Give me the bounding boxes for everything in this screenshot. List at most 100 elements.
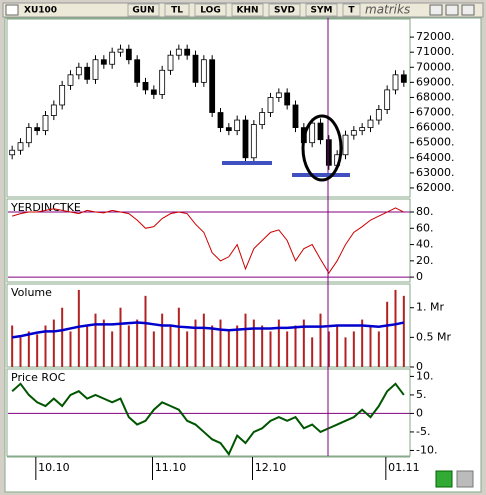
candle-body — [92, 59, 99, 80]
y-tick-label: -10. — [416, 443, 437, 456]
toolbar-button-label: TL — [171, 6, 183, 16]
candle-body — [275, 92, 282, 98]
volume-bar — [252, 319, 255, 367]
y-tick-label: 60. — [416, 221, 434, 234]
volume-bar — [177, 307, 180, 367]
y-tick-label: 80. — [416, 205, 434, 218]
volume-bar — [119, 307, 122, 367]
candle-body — [150, 89, 157, 95]
volume-bar — [27, 331, 30, 367]
candle-body — [75, 66, 82, 76]
candle-body — [367, 119, 374, 129]
volume-bar — [311, 337, 314, 367]
toolbar-button-label: LOG — [200, 6, 220, 16]
toolbar-buttons: GUN TL LOG KHN SVD SYM T — [127, 3, 361, 17]
volume-bar — [127, 325, 130, 367]
y-tick-label: 0 — [416, 406, 423, 419]
candle-body — [25, 127, 32, 144]
y-tick-label: 70000. — [416, 60, 455, 73]
toolbar-button[interactable] — [268, 3, 301, 17]
candle-body — [392, 74, 399, 91]
panel-frame — [6, 368, 411, 457]
candle-body — [375, 109, 382, 121]
candle-body — [109, 51, 116, 65]
panel-title: Volume — [11, 286, 52, 299]
volume-bar — [269, 331, 272, 367]
toolbar-button[interactable] — [231, 3, 264, 17]
x-tick-label: 10.10 — [38, 461, 70, 474]
volume-bar — [244, 313, 247, 367]
volume-bar — [394, 289, 397, 367]
x-tick-label: 12.10 — [255, 461, 287, 474]
candle-body — [117, 48, 124, 53]
volume-bar — [194, 319, 197, 367]
refresh-button[interactable] — [435, 470, 453, 488]
candle-body — [159, 69, 166, 95]
y-tick-label: 0 — [416, 360, 423, 373]
x-tick-label: 11.10 — [155, 461, 187, 474]
volume-bar — [136, 319, 139, 367]
y-tick-label: 20. — [416, 254, 434, 267]
logo: matriks — [365, 3, 410, 17]
toolbar-button-label: KHN — [236, 6, 258, 16]
volume-bar — [302, 319, 305, 367]
symbol: XU100 — [24, 6, 57, 16]
y-tick-label: 5. — [416, 388, 427, 401]
min-button[interactable] — [429, 4, 443, 16]
candle-body — [225, 127, 232, 132]
y-tick-label: 66000. — [416, 121, 455, 134]
volume-bar — [261, 325, 264, 367]
candle-body — [384, 89, 391, 110]
candle-body — [317, 122, 324, 141]
candle-body — [359, 127, 366, 132]
volume-bar — [294, 325, 297, 367]
volume-bar — [144, 295, 147, 367]
volume-bar — [344, 337, 347, 367]
volume-bar — [61, 307, 64, 367]
volume-bar — [102, 319, 105, 367]
volume-bar — [277, 319, 280, 367]
volume-bar — [227, 331, 230, 367]
candle-body — [34, 127, 41, 132]
volume-bar — [52, 319, 55, 367]
volume-bar — [186, 331, 189, 367]
volume-bar — [94, 313, 97, 367]
candle-body — [184, 48, 191, 56]
y-tick-label: 64000. — [416, 151, 455, 164]
y-tick-label: 69000. — [416, 75, 455, 88]
volume-bar — [361, 319, 364, 367]
y-tick-label: 67000. — [416, 106, 455, 119]
toolbar-button[interactable] — [127, 3, 160, 17]
toolbar-button[interactable] — [342, 3, 361, 17]
y-tick-label: 0 — [416, 270, 423, 283]
toolbar-button-label: SVD — [274, 6, 295, 16]
volume-bar — [36, 334, 39, 367]
toolbar-button[interactable] — [164, 3, 190, 17]
y-tick-label: 62000. — [416, 181, 455, 194]
candle-body — [9, 149, 16, 156]
volume-bar — [336, 325, 339, 367]
toolbar-button[interactable] — [305, 3, 338, 17]
candle-body — [267, 97, 274, 113]
candle-body — [192, 54, 199, 83]
candle-body — [167, 54, 174, 71]
volume-bar — [377, 331, 380, 367]
toolbar-button[interactable] — [194, 3, 227, 17]
max-button[interactable] — [445, 4, 459, 16]
series-line — [11, 321, 405, 339]
highlight-ellipse — [301, 114, 343, 182]
y-tick-label: 1. Mr — [416, 301, 444, 314]
volume-bar — [111, 331, 114, 367]
candle-body — [209, 59, 216, 113]
close-button[interactable] — [461, 4, 475, 16]
volume-bar — [69, 331, 72, 367]
panel-frame — [6, 18, 411, 198]
panel-title: Price ROC — [11, 371, 66, 384]
candle-body — [259, 112, 266, 125]
window-icon — [5, 4, 19, 16]
panel-frame — [6, 198, 411, 283]
y-tick-label: 65000. — [416, 136, 455, 149]
y-tick-label: -5. — [416, 425, 430, 438]
settings-button[interactable] — [456, 470, 474, 488]
